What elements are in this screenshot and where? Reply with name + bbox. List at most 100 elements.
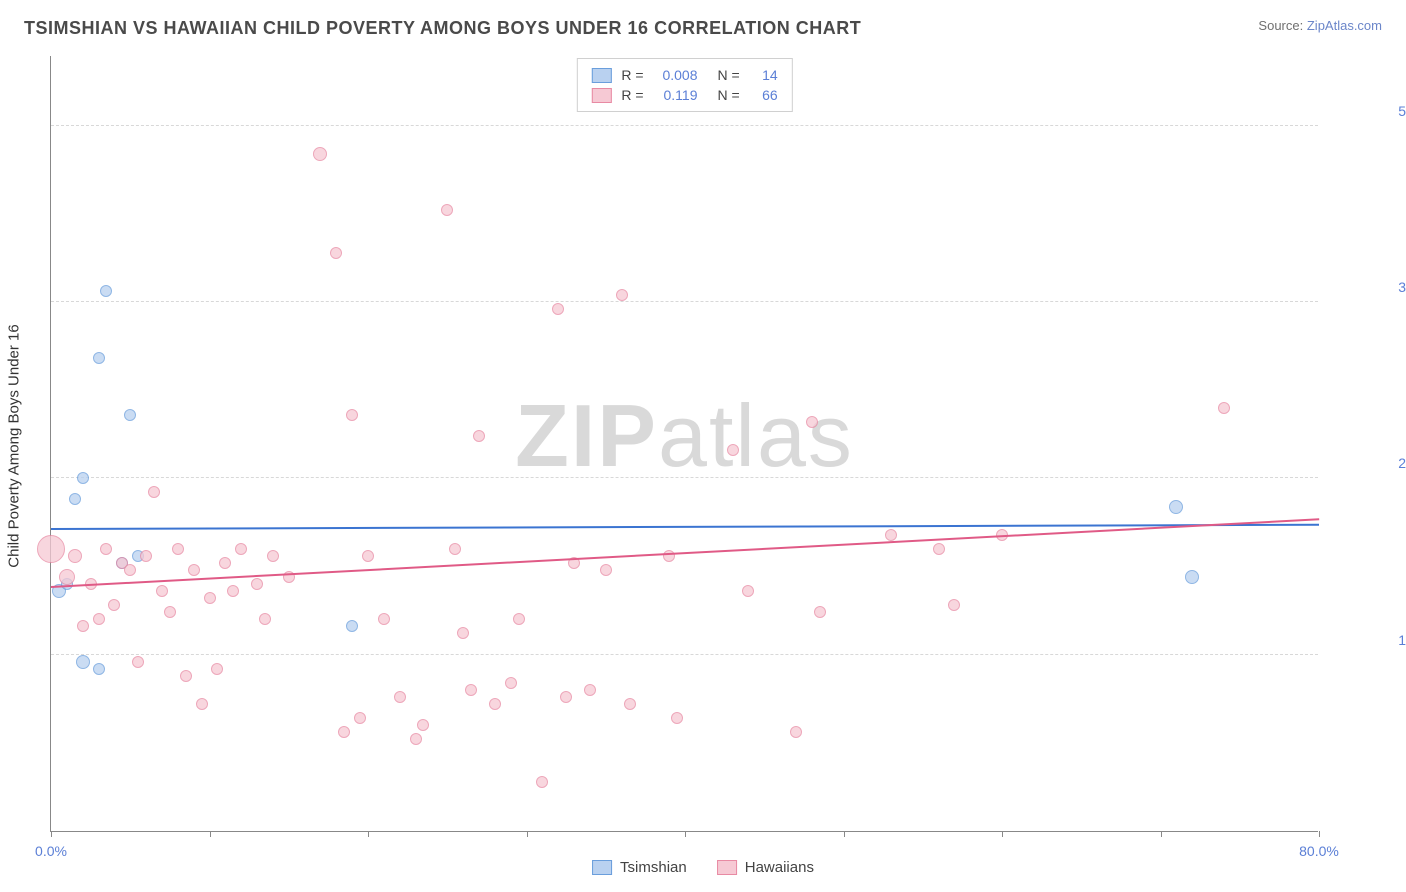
chart-area: ZIPatlas R =0.008N =14R =0.119N =66 0.0%… (50, 56, 1382, 832)
gridline (51, 654, 1318, 655)
data-point (180, 670, 192, 682)
data-point (338, 726, 350, 738)
x-tick (527, 831, 528, 837)
watermark: ZIPatlas (515, 384, 854, 486)
data-point (378, 613, 390, 625)
data-point (362, 550, 374, 562)
source-link[interactable]: ZipAtlas.com (1307, 18, 1382, 33)
x-tick (685, 831, 686, 837)
data-point (100, 285, 112, 297)
data-point (59, 569, 75, 585)
gridline (51, 477, 1318, 478)
data-point (616, 289, 628, 301)
r-label: R = (621, 67, 643, 83)
data-point (933, 543, 945, 555)
x-tick-label: 80.0% (1299, 843, 1339, 859)
n-label: N = (718, 67, 740, 83)
n-label: N = (718, 87, 740, 103)
legend-swatch (591, 88, 611, 103)
data-point (1218, 402, 1230, 414)
data-point (584, 684, 596, 696)
data-point (211, 663, 223, 675)
data-point (663, 550, 675, 562)
data-point (330, 247, 342, 259)
chart-title: TSIMSHIAN VS HAWAIIAN CHILD POVERTY AMON… (24, 18, 861, 39)
data-point (624, 698, 636, 710)
data-point (346, 409, 358, 421)
x-tick (368, 831, 369, 837)
source-attribution: Source: ZipAtlas.com (1258, 18, 1382, 33)
gridline (51, 125, 1318, 126)
data-point (948, 599, 960, 611)
x-tick (1002, 831, 1003, 837)
data-point (742, 585, 754, 597)
data-point (449, 543, 461, 555)
data-point (885, 529, 897, 541)
data-point (148, 486, 160, 498)
data-point (259, 613, 271, 625)
y-tick-label: 37.5% (1398, 279, 1406, 295)
data-point (172, 543, 184, 555)
data-point (394, 691, 406, 703)
data-point (473, 430, 485, 442)
data-point (790, 726, 802, 738)
plot-area: ZIPatlas R =0.008N =14R =0.119N =66 0.0%… (50, 56, 1318, 832)
data-point (410, 733, 422, 745)
data-point (69, 493, 81, 505)
legend-series: Tsimshian Hawaiians (592, 859, 814, 876)
data-point (313, 147, 327, 161)
r-value: 0.119 (654, 87, 698, 103)
x-tick (51, 831, 52, 837)
data-point (140, 550, 152, 562)
data-point (814, 606, 826, 618)
legend-label: Hawaiians (745, 859, 814, 876)
watermark-thin: atlas (658, 385, 854, 484)
x-tick-label: 0.0% (35, 843, 67, 859)
data-point (600, 564, 612, 576)
data-point (552, 303, 564, 315)
data-point (93, 663, 105, 675)
data-point (227, 585, 239, 597)
data-point (671, 712, 683, 724)
y-tick-label: 50.0% (1398, 103, 1406, 119)
data-point (806, 416, 818, 428)
data-point (132, 656, 144, 668)
data-point (219, 557, 231, 569)
data-point (188, 564, 200, 576)
legend-swatch (591, 68, 611, 83)
data-point (124, 409, 136, 421)
data-point (196, 698, 208, 710)
watermark-bold: ZIP (515, 385, 658, 484)
data-point (68, 549, 82, 563)
data-point (77, 620, 89, 632)
data-point (513, 613, 525, 625)
data-point (93, 352, 105, 364)
y-tick-label: 12.5% (1398, 632, 1406, 648)
data-point (505, 677, 517, 689)
header: TSIMSHIAN VS HAWAIIAN CHILD POVERTY AMON… (0, 0, 1406, 47)
x-tick (210, 831, 211, 837)
data-point (76, 655, 90, 669)
data-point (354, 712, 366, 724)
data-point (156, 585, 168, 597)
y-axis-title: Child Poverty Among Boys Under 16 (6, 324, 23, 567)
source-label: Source: (1258, 18, 1303, 33)
legend-label: Tsimshian (620, 859, 687, 876)
data-point (93, 613, 105, 625)
data-point (727, 444, 739, 456)
x-tick (844, 831, 845, 837)
n-value: 66 (750, 87, 778, 103)
data-point (267, 550, 279, 562)
legend-item: Hawaiians (717, 859, 814, 876)
data-point (536, 776, 548, 788)
r-value: 0.008 (654, 67, 698, 83)
data-point (346, 620, 358, 632)
data-point (77, 472, 89, 484)
x-tick (1319, 831, 1320, 837)
legend-swatch (717, 860, 737, 875)
data-point (560, 691, 572, 703)
gridline (51, 301, 1318, 302)
data-point (108, 599, 120, 611)
data-point (457, 627, 469, 639)
data-point (417, 719, 429, 731)
